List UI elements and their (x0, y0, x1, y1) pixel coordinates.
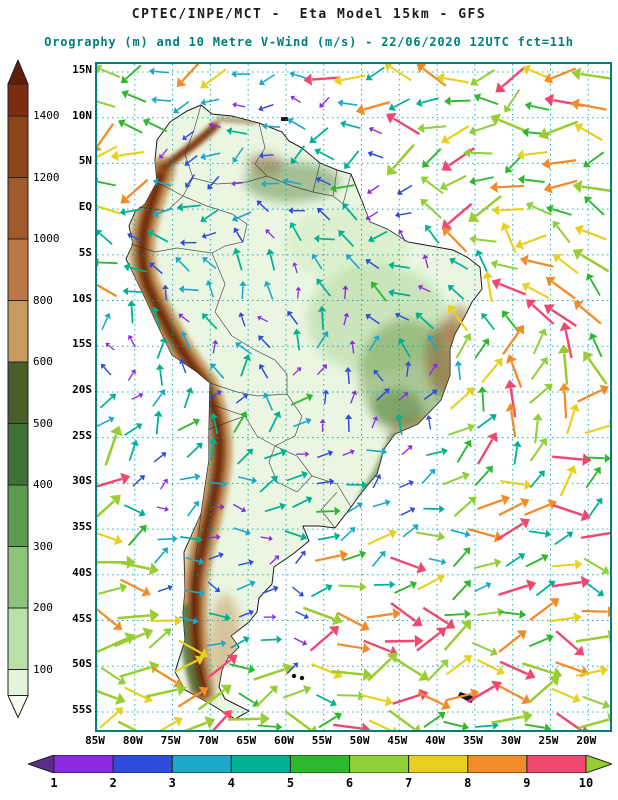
lat-label-5S: 5S (78, 245, 92, 259)
lat-label-50S: 50S (72, 657, 92, 671)
lat-label-30S: 30S (72, 474, 92, 488)
oro-scale-100: 100 (33, 662, 53, 676)
wind-colorbar-svg (26, 754, 614, 774)
lon-label-50W: 50W (349, 734, 370, 747)
lat-label-25S: 25S (72, 428, 92, 442)
wind-scale-6: 6 (345, 776, 354, 790)
lon-label-40W: 40W (425, 734, 446, 747)
lat-label-15S: 15S (72, 337, 92, 351)
map-canvas (97, 64, 610, 730)
lon-label-55W: 55W (311, 734, 332, 747)
wind-scale-1: 1 (50, 776, 58, 790)
wind-scale-10: 10 (578, 776, 594, 790)
lon-label-45W: 45W (387, 734, 408, 747)
oro-scale-1400: 1400 (33, 109, 60, 122)
lat-label-20S: 20S (72, 382, 92, 396)
lat-label-10N: 10N (72, 108, 92, 122)
wind-scale-3: 3 (168, 776, 176, 790)
oro-scale-800: 800 (33, 293, 53, 307)
oro-scale-600: 600 (33, 355, 53, 368)
oro-scale-300: 300 (33, 539, 53, 553)
lat-label-40S: 40S (72, 565, 92, 579)
lat-label-EQ: EQ (78, 200, 92, 214)
wind-scale-5: 5 (286, 776, 295, 790)
lon-label-35W: 35W (462, 734, 483, 747)
wind-scale-9: 9 (523, 776, 531, 790)
wind-vector-arrows (97, 64, 610, 730)
lon-label-75W: 75W (160, 734, 181, 747)
andes-range (129, 116, 399, 705)
latlon-grid (97, 64, 610, 730)
lat-label-55S: 55S (72, 702, 92, 716)
wind-colorbar (26, 754, 614, 774)
oro-scale-400: 400 (33, 478, 53, 491)
lon-label-20W: 20W (576, 734, 597, 747)
lat-label-45S: 45S (72, 611, 92, 625)
lon-label-65W: 65W (236, 734, 257, 747)
lon-label-30W: 30W (500, 734, 521, 747)
lat-label-15N: 15N (72, 63, 92, 76)
wind-scale-7: 7 (405, 776, 413, 790)
title-field-line: Orography (m) and 10 Metre V-Wind (m/s) … (44, 35, 574, 49)
south-america-landmass (125, 104, 483, 720)
lon-label-25W: 25W (538, 734, 559, 747)
lon-label-70W: 70W (198, 734, 219, 747)
oro-scale-200: 200 (33, 601, 53, 614)
lat-label-10S: 10S (72, 291, 92, 305)
wind-scale-4: 4 (227, 776, 235, 790)
title-model-line: CPTEC/INPE/MCT - Eta Model 15km - GFS (131, 7, 487, 22)
lon-label-85W: 85W (85, 734, 105, 747)
oro-scale-1200: 1200 (33, 170, 60, 184)
lat-label-35S: 35S (72, 520, 92, 534)
orography-colorbar-svg (7, 58, 29, 719)
wind-scale-8: 8 (464, 776, 472, 790)
lat-label-5N: 5N (78, 154, 92, 168)
oro-scale-1000: 1000 (33, 232, 60, 245)
wind-scale-2: 2 (109, 776, 117, 790)
lon-label-80W: 80W (122, 734, 143, 747)
map-frame (95, 62, 612, 732)
oro-scale-500: 500 (33, 416, 53, 430)
orography-colorbar (7, 58, 29, 723)
lon-label-60W: 60W (274, 734, 294, 747)
